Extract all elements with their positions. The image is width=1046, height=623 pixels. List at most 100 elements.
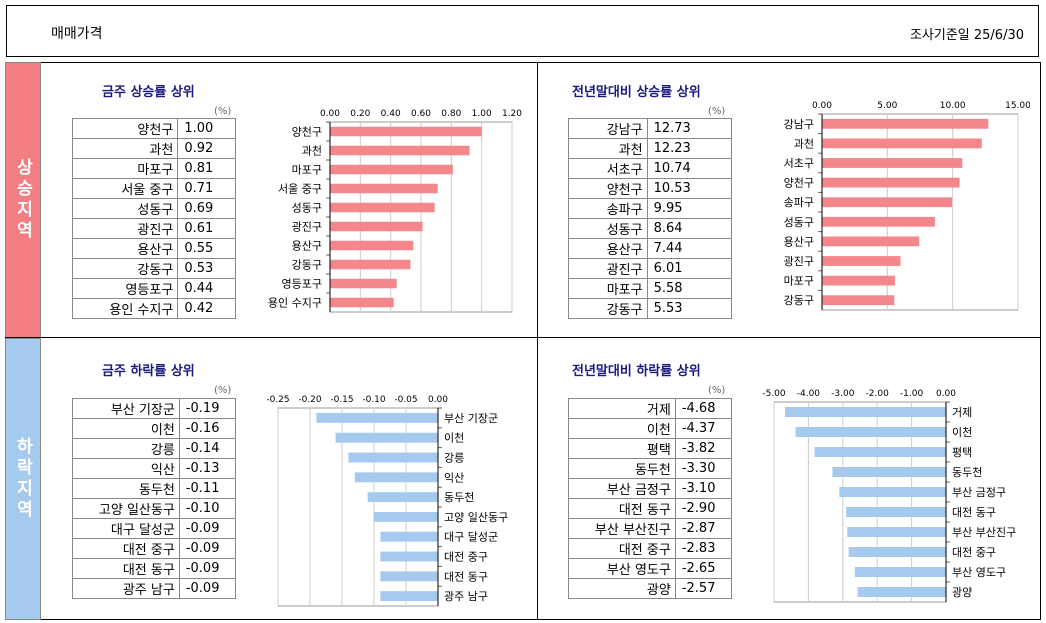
change-rate: 12.23 xyxy=(646,138,733,159)
bar xyxy=(848,547,946,557)
change-rate: -2.65 xyxy=(674,558,733,579)
table-row: 거제 -4.68 xyxy=(568,398,733,419)
change-rate: -3.10 xyxy=(674,478,733,499)
change-rate: -2.87 xyxy=(674,518,733,539)
bar xyxy=(822,138,982,149)
region-name: 양천구 xyxy=(71,118,179,139)
category-label: 서초구 xyxy=(784,157,814,170)
bar xyxy=(795,427,946,437)
x-tick-label: 0.00 xyxy=(936,389,956,399)
table-row: 서초구 10.74 xyxy=(568,158,733,179)
bar xyxy=(330,183,438,194)
x-tick-label: -0.05 xyxy=(394,395,417,405)
rise-region-band: 상승지역 xyxy=(5,62,41,338)
category-label: 강동구 xyxy=(292,259,322,272)
bar xyxy=(822,158,963,168)
survey-base-date: 조사기준일 25/6/30 xyxy=(909,28,1024,43)
bar xyxy=(839,487,946,497)
region-name: 광양 xyxy=(568,578,676,599)
table-row: 광진구 6.01 xyxy=(568,258,733,279)
bar xyxy=(822,177,960,188)
x-tick-label: 0.00 xyxy=(320,109,340,119)
category-label: 강남구 xyxy=(784,118,814,131)
category-label: 강동구 xyxy=(784,294,814,307)
table-row: 대구 달성군 -0.09 xyxy=(72,518,237,539)
bar xyxy=(857,587,946,597)
region-name: 익산 xyxy=(72,458,180,479)
table-row: 대전 중구 -0.09 xyxy=(72,538,237,559)
x-tick-label: 0.40 xyxy=(381,109,401,119)
category-label: 송파구 xyxy=(784,196,814,209)
x-tick-label: 0.80 xyxy=(441,109,461,119)
region-name: 고양 일산동구 xyxy=(72,498,180,519)
change-rate: 0.55 xyxy=(177,238,236,259)
region-name: 대구 달성군 xyxy=(72,518,180,539)
category-label: 마포구 xyxy=(784,275,814,288)
category-label: 대구 달성군 xyxy=(444,531,498,544)
category-label: 영등포구 xyxy=(282,278,322,291)
region-name: 부산 기장군 xyxy=(72,398,180,419)
table-row: 강동구 5.53 xyxy=(568,298,733,319)
ytd-rise-chart: 0.00 5.00 10.00 15.00 강남구과천서초구양천구송파구성동구용산구광진… xyxy=(784,101,1030,311)
table-row: 부산 금정구 -3.10 xyxy=(568,478,733,499)
table-row: 광진구 0.61 xyxy=(71,218,236,239)
bar xyxy=(335,432,438,443)
table-row: 이천 -0.16 xyxy=(72,418,237,439)
bar xyxy=(316,412,438,423)
change-rate: 6.01 xyxy=(646,258,733,279)
bar xyxy=(832,467,946,477)
weekly-fall-table: 부산 기장군 -0.19 이천 -0.16 강릉 -0.14 익산 -0.13 동두천 -0.11… xyxy=(72,398,237,599)
region-name: 용인 수지구 xyxy=(71,298,179,319)
ytd-fall-table: 거제 -4.68 이천 -4.37 평택 -3.82 동두천 -3.30 부산 금정구 -3.10… xyxy=(568,398,733,599)
region-name: 거제 xyxy=(568,398,676,419)
weekly-fall-chart: -0.25 -0.20 -0.15 -0.10 -0.05 0.00 부산 기장군이천강릉익… xyxy=(266,395,508,607)
vertical-divider xyxy=(537,62,538,620)
table-row: 강남구 12.73 xyxy=(568,118,733,139)
category-label: 성동구 xyxy=(784,216,814,229)
table-row: 성동구 0.69 xyxy=(71,198,236,219)
change-rate: 9.95 xyxy=(646,198,733,219)
category-label: 과천 xyxy=(794,136,814,150)
table-row: 서울 중구 0.71 xyxy=(71,178,236,199)
region-name: 강남구 xyxy=(568,118,648,139)
bar xyxy=(330,126,482,137)
bar xyxy=(380,571,438,582)
x-tick-label: -5.00 xyxy=(762,389,786,399)
change-rate: -0.10 xyxy=(178,498,237,519)
bar xyxy=(330,221,423,232)
table-row: 과천 12.23 xyxy=(568,138,733,159)
change-rate: 0.81 xyxy=(177,158,236,179)
table-row: 송파구 9.95 xyxy=(568,198,733,219)
unit-label: (%) xyxy=(708,106,726,117)
bar xyxy=(374,511,438,522)
table-row: 마포구 5.58 xyxy=(568,278,733,299)
x-tick-label: -0.10 xyxy=(362,395,386,405)
table-row: 과천 0.92 xyxy=(71,138,236,159)
unit-label: (%) xyxy=(214,385,232,396)
bar xyxy=(380,551,438,562)
region-name: 송파구 xyxy=(568,198,648,219)
region-name: 부산 영도구 xyxy=(568,558,676,579)
category-label: 동두천 xyxy=(952,465,982,479)
category-label: 부산 부산진구 xyxy=(952,526,1016,539)
bar xyxy=(380,531,438,542)
change-rate: -0.16 xyxy=(178,418,237,439)
change-rate: 5.58 xyxy=(646,278,733,299)
change-rate: 0.42 xyxy=(177,298,236,319)
category-label: 광진구 xyxy=(784,255,814,268)
x-tick-label: -2.00 xyxy=(866,389,890,399)
bar xyxy=(822,216,935,227)
region-name: 대전 중구 xyxy=(72,538,180,559)
change-rate: 10.74 xyxy=(646,158,733,179)
table-row: 고양 일산동구 -0.10 xyxy=(72,498,237,519)
table-row: 양천구 10.53 xyxy=(568,178,733,199)
region-name: 강릉 xyxy=(72,438,180,459)
table-row: 평택 -3.82 xyxy=(568,438,733,459)
category-label: 익산 xyxy=(444,471,464,484)
bar xyxy=(380,591,438,602)
category-label: 거제 xyxy=(952,406,972,419)
bar xyxy=(330,278,397,289)
change-rate: 0.53 xyxy=(177,258,236,279)
fall-region-band: 하락지역 xyxy=(5,338,41,620)
